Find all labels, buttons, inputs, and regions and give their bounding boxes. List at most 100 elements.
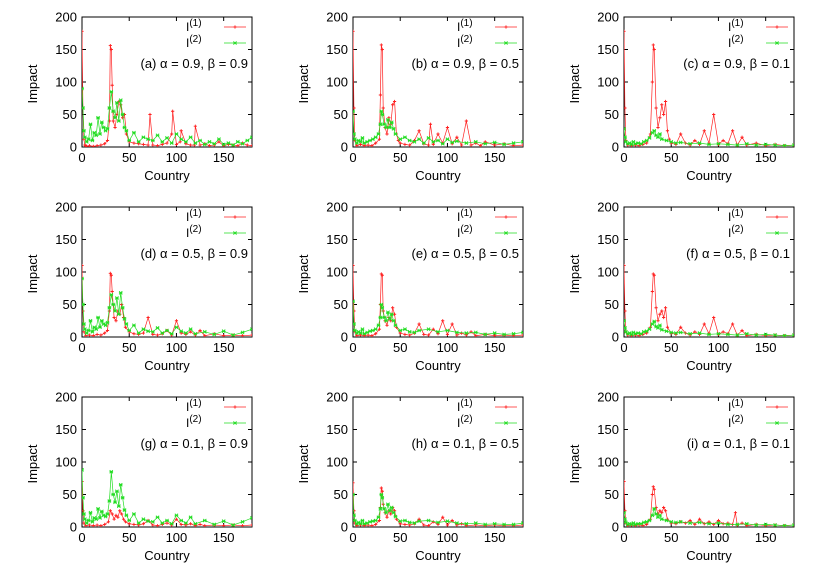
x-tick-label: 50 bbox=[664, 340, 678, 355]
y-tick-label: 150 bbox=[597, 422, 619, 437]
legend-label: I(2) bbox=[186, 414, 202, 430]
x-tick-label: 50 bbox=[122, 530, 136, 545]
data-point bbox=[198, 143, 202, 147]
data-point bbox=[84, 139, 89, 144]
data-point bbox=[511, 522, 516, 527]
data-point bbox=[99, 509, 104, 514]
panel-annotation: (a) α = 0.9, β = 0.9 bbox=[141, 56, 249, 71]
data-point bbox=[353, 109, 355, 114]
data-point bbox=[441, 515, 445, 519]
data-point bbox=[171, 109, 175, 113]
data-point bbox=[105, 126, 110, 131]
data-point bbox=[454, 330, 459, 335]
data-point bbox=[663, 306, 668, 310]
data-point bbox=[96, 115, 100, 120]
data-point bbox=[644, 329, 649, 334]
data-point bbox=[250, 523, 252, 527]
data-point bbox=[483, 140, 487, 144]
data-point bbox=[118, 290, 123, 295]
data-point bbox=[353, 299, 355, 304]
legend-label: I(2) bbox=[186, 34, 202, 50]
data-point bbox=[376, 132, 381, 136]
data-point bbox=[679, 325, 683, 329]
x-tick-label: 100 bbox=[166, 530, 188, 545]
data-point bbox=[426, 143, 431, 147]
data-point bbox=[174, 319, 179, 323]
data-point bbox=[412, 330, 417, 335]
data-point bbox=[96, 315, 100, 320]
data-point bbox=[382, 315, 387, 320]
legend-marker bbox=[504, 405, 508, 409]
data-point bbox=[431, 139, 436, 144]
panel-annotation: (g) α = 0.1, β = 0.9 bbox=[141, 436, 249, 451]
data-point bbox=[422, 523, 426, 527]
data-point bbox=[115, 296, 119, 300]
data-point bbox=[702, 322, 706, 326]
data-point bbox=[702, 129, 706, 133]
x-tick-label: 100 bbox=[708, 150, 730, 165]
series-I2 bbox=[82, 467, 252, 527]
data-point bbox=[358, 142, 363, 146]
data-point bbox=[353, 106, 356, 110]
data-point bbox=[445, 332, 450, 336]
legend-label: I(1) bbox=[186, 18, 202, 34]
data-point bbox=[151, 143, 155, 147]
data-point bbox=[492, 521, 497, 526]
data-point bbox=[373, 135, 378, 140]
data-point bbox=[464, 331, 469, 336]
x-tick-label: 50 bbox=[664, 530, 678, 545]
data-point bbox=[393, 323, 398, 328]
data-point bbox=[782, 143, 787, 147]
data-point bbox=[358, 139, 363, 144]
data-point bbox=[115, 489, 119, 494]
data-point bbox=[385, 132, 389, 136]
data-point bbox=[124, 322, 129, 326]
data-point bbox=[82, 135, 87, 140]
data-point bbox=[105, 320, 110, 325]
x-tick-label: 50 bbox=[393, 340, 407, 355]
data-point bbox=[398, 137, 403, 142]
data-point bbox=[109, 273, 113, 277]
y-tick-label: 0 bbox=[612, 520, 619, 535]
series-I2 bbox=[82, 276, 252, 337]
data-point bbox=[116, 504, 121, 509]
data-point bbox=[650, 322, 655, 326]
data-point bbox=[183, 139, 188, 144]
data-point bbox=[731, 129, 735, 133]
y-axis-label: Impact bbox=[296, 254, 311, 293]
data-point bbox=[366, 143, 370, 147]
data-point bbox=[652, 506, 657, 511]
data-point bbox=[473, 521, 478, 526]
data-point bbox=[674, 141, 678, 146]
data-point bbox=[127, 522, 131, 526]
data-point bbox=[436, 138, 440, 143]
y-tick-label: 0 bbox=[612, 330, 619, 345]
x-tick-label: 150 bbox=[213, 530, 235, 545]
data-point bbox=[688, 141, 693, 146]
data-point bbox=[240, 330, 245, 335]
data-point bbox=[678, 519, 683, 524]
data-point bbox=[391, 510, 396, 515]
data-point bbox=[111, 302, 116, 307]
data-point bbox=[660, 309, 664, 313]
x-tick-label: 50 bbox=[664, 150, 678, 165]
x-tick-label: 150 bbox=[755, 530, 777, 545]
data-point bbox=[122, 125, 127, 130]
data-point bbox=[111, 109, 116, 114]
data-point bbox=[502, 332, 507, 337]
data-point bbox=[217, 140, 221, 144]
data-point bbox=[445, 523, 450, 527]
data-point bbox=[624, 309, 627, 313]
data-point bbox=[656, 125, 660, 130]
chart-panel-c: 0 50 100 150 200 0 50 100 150 Country Impact I(1)I(… bbox=[567, 10, 795, 183]
data-point bbox=[377, 518, 382, 523]
data-point bbox=[86, 518, 91, 523]
data-point bbox=[393, 514, 398, 519]
data-point bbox=[493, 334, 497, 337]
data-point bbox=[184, 523, 188, 527]
data-point bbox=[113, 500, 117, 505]
data-point bbox=[657, 323, 662, 328]
data-point bbox=[716, 521, 721, 526]
data-point bbox=[90, 329, 95, 334]
x-tick-label: 150 bbox=[755, 150, 777, 165]
